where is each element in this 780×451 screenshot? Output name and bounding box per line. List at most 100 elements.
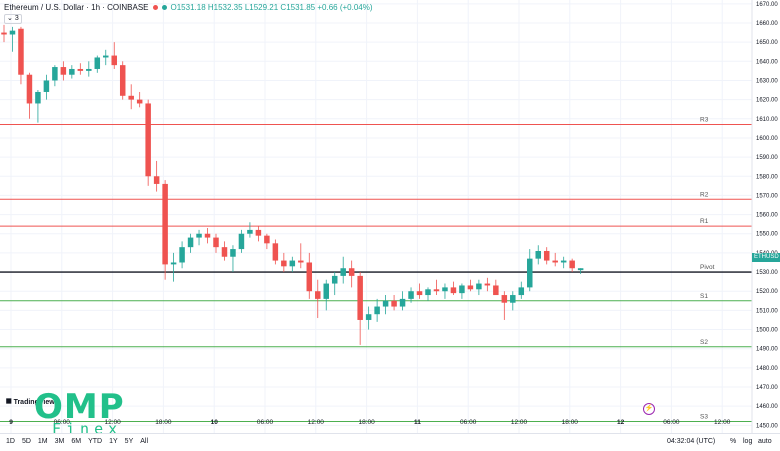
candle-body — [527, 258, 533, 288]
y-tick-label: 1520.00 — [756, 289, 778, 295]
candle-body — [136, 99, 143, 104]
auto-toggle[interactable]: auto — [758, 438, 772, 445]
candle-body — [340, 268, 346, 276]
candle — [289, 256, 296, 273]
y-tick-label: 1670.00 — [756, 2, 778, 8]
candle-body — [69, 68, 75, 75]
range-button-3m[interactable]: 3M — [54, 438, 65, 445]
live-dot-icon — [161, 4, 167, 10]
candle-body — [467, 285, 474, 290]
y-tick-label: 1560.00 — [756, 213, 778, 219]
candle-body — [52, 67, 58, 81]
range-button-1y[interactable]: 1Y — [109, 438, 118, 445]
candle-body — [111, 55, 117, 66]
ohlc-values: O1531.18 H1532.35 L1529.21 C1531.85 +0.6… — [171, 3, 373, 12]
symbol-title[interactable]: Ethereum / U.S. Dollar · 1h · COINBASE — [4, 2, 149, 12]
candle-body — [170, 262, 177, 265]
candle-body — [577, 268, 584, 271]
candle-body — [187, 237, 194, 248]
candle-body — [77, 68, 84, 71]
candle — [170, 252, 177, 282]
range-button-6m[interactable]: 6M — [71, 438, 82, 445]
candle — [162, 180, 168, 280]
candle-body — [348, 268, 355, 276]
percent-toggle[interactable]: % — [730, 438, 737, 445]
candle — [196, 229, 202, 246]
candle — [323, 279, 329, 311]
y-tick-label: 1530.00 — [756, 270, 778, 276]
candle-body — [331, 275, 338, 284]
candle-body — [315, 291, 321, 299]
y-tick-label: 1590.00 — [756, 155, 778, 161]
candle-body — [357, 275, 363, 320]
candle — [543, 247, 550, 265]
range-button-ytd[interactable]: YTD — [88, 438, 103, 445]
candle-body — [442, 287, 448, 292]
log-toggle[interactable]: log — [743, 438, 753, 445]
candle — [467, 279, 474, 292]
range-button-all[interactable]: All — [140, 438, 149, 445]
candle — [433, 279, 440, 296]
y-tick-label: 1580.00 — [756, 174, 778, 180]
candle — [399, 291, 406, 311]
candle-body — [213, 237, 219, 248]
clock-readout[interactable]: 04:32:04 (UTC) — [667, 438, 716, 445]
candle-body — [543, 250, 550, 261]
range-selector: 1D 5D 1M 3M 6M YTD 1Y 5Y All — [6, 438, 148, 445]
lightning-icon[interactable]: ⚡ — [643, 403, 655, 415]
candle — [357, 272, 363, 345]
candle — [442, 283, 448, 299]
candle — [238, 229, 245, 253]
candle-body — [255, 229, 262, 236]
candle-body — [323, 283, 329, 299]
tradingview-logo: ⯀ TradingView — [6, 399, 55, 406]
candle-body — [450, 287, 457, 294]
candle — [552, 252, 558, 267]
candle-body — [247, 229, 253, 234]
candle-body — [162, 183, 168, 265]
candle — [103, 49, 109, 66]
range-button-5d[interactable]: 5D — [21, 438, 31, 445]
candle — [9, 26, 16, 52]
candle-body — [179, 247, 185, 263]
candle — [272, 239, 279, 265]
range-button-1d[interactable]: 1D — [6, 438, 15, 445]
close-value: C1531.85 — [280, 2, 316, 12]
market-status-icon — [152, 4, 158, 10]
level-label-r3: R3 — [700, 117, 709, 124]
candle-body — [391, 300, 397, 307]
candle — [86, 61, 92, 77]
candle — [69, 65, 75, 79]
price-axis[interactable]: 1450.00 1460.00 1470.00 1480.00 1490.00 1500.… — [756, 2, 778, 430]
candle-body — [408, 291, 414, 299]
candle — [577, 268, 584, 274]
candle-body — [153, 176, 160, 184]
candle-body — [238, 233, 245, 250]
x-tick-label: 18:00 — [358, 419, 375, 426]
candle — [94, 55, 101, 73]
range-button-1m[interactable]: 1M — [37, 438, 48, 445]
candle-body — [281, 260, 287, 267]
change-value: +0.66 (+0.04%) — [317, 2, 373, 12]
candle-body — [204, 233, 211, 238]
chart-header: Ethereum / U.S. Dollar · 1h · COINBASE O… — [4, 1, 373, 13]
candle — [501, 291, 508, 320]
candle-body — [1, 32, 7, 35]
x-tick-label: 12:00 — [308, 419, 325, 426]
candle-body — [306, 262, 313, 292]
candle-body — [484, 283, 491, 286]
y-tick-label: 1450.00 — [756, 423, 778, 429]
time-axis[interactable]: 9 06:00 12:00 18:00 10 06:00 12:00 18:00 11 06:00… — [9, 419, 731, 426]
candle — [153, 160, 160, 192]
candle — [374, 298, 380, 322]
y-tick-label: 1570.00 — [756, 193, 778, 199]
x-tick-label: 18:00 — [155, 419, 172, 426]
candle-body — [433, 289, 440, 292]
y-tick-label: 1650.00 — [756, 40, 778, 46]
candle — [408, 287, 414, 303]
y-tick-label: 1620.00 — [756, 98, 778, 104]
indicators-toggle[interactable]: ⌄ 3 — [4, 14, 22, 24]
candle — [459, 283, 465, 299]
range-button-5y[interactable]: 5Y — [124, 438, 134, 445]
